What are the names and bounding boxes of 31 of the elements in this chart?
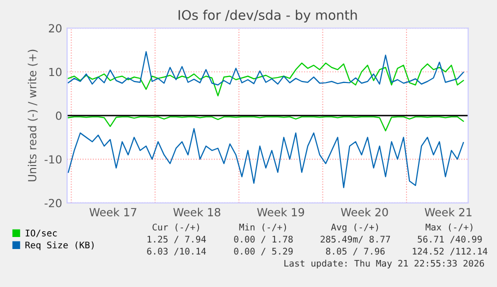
text: 6.03 /10.14 — [147, 248, 206, 256]
text: Max (-/+) — [426, 224, 472, 232]
legend-label: Req Size (KB) — [25, 241, 94, 250]
y-tick-label: 0 — [56, 111, 62, 120]
x-tick-label: Week 20 — [340, 208, 388, 216]
line-series — [68, 116, 464, 132]
y-axis-title: Units read (-) / write (+) — [28, 50, 38, 182]
line-series — [68, 62, 464, 96]
text: 1.25 / 7.94 — [148, 236, 206, 244]
legend-label: IO/sec — [26, 230, 57, 238]
y-tick-label: 10 — [49, 68, 62, 76]
y-tick-label: -10 — [44, 155, 62, 164]
text: Last update: Thu May 21 22:55:33 2026 — [284, 260, 484, 268]
text: 124.52 /112.14 — [412, 248, 488, 256]
line-series — [68, 128, 464, 188]
chart-title: IOs for /dev/sda - by month — [178, 10, 357, 23]
y-tick-label: 20 — [48, 24, 62, 33]
x-tick-label: Week 17 — [90, 208, 136, 216]
line-series — [68, 51, 464, 86]
x-tick-label: Week 18 — [173, 208, 220, 216]
text: Min (-/+) — [239, 224, 286, 232]
y-tick-label: -20 — [44, 198, 62, 208]
text: 285.49m/ 8.77 — [320, 236, 390, 244]
text: Cur (-/+) — [152, 224, 200, 232]
text: 0.00 / 5.29 — [234, 248, 293, 256]
text: 8.05 / 7.96 — [326, 248, 385, 256]
x-tick-label: Week 21 — [424, 208, 472, 216]
text: Avg (-/+) — [331, 223, 378, 232]
text: 0.00 / 1.78 — [234, 236, 293, 244]
x-tick-label: Week 19 — [257, 208, 304, 216]
text: 56.71 /40.99 — [418, 236, 482, 244]
